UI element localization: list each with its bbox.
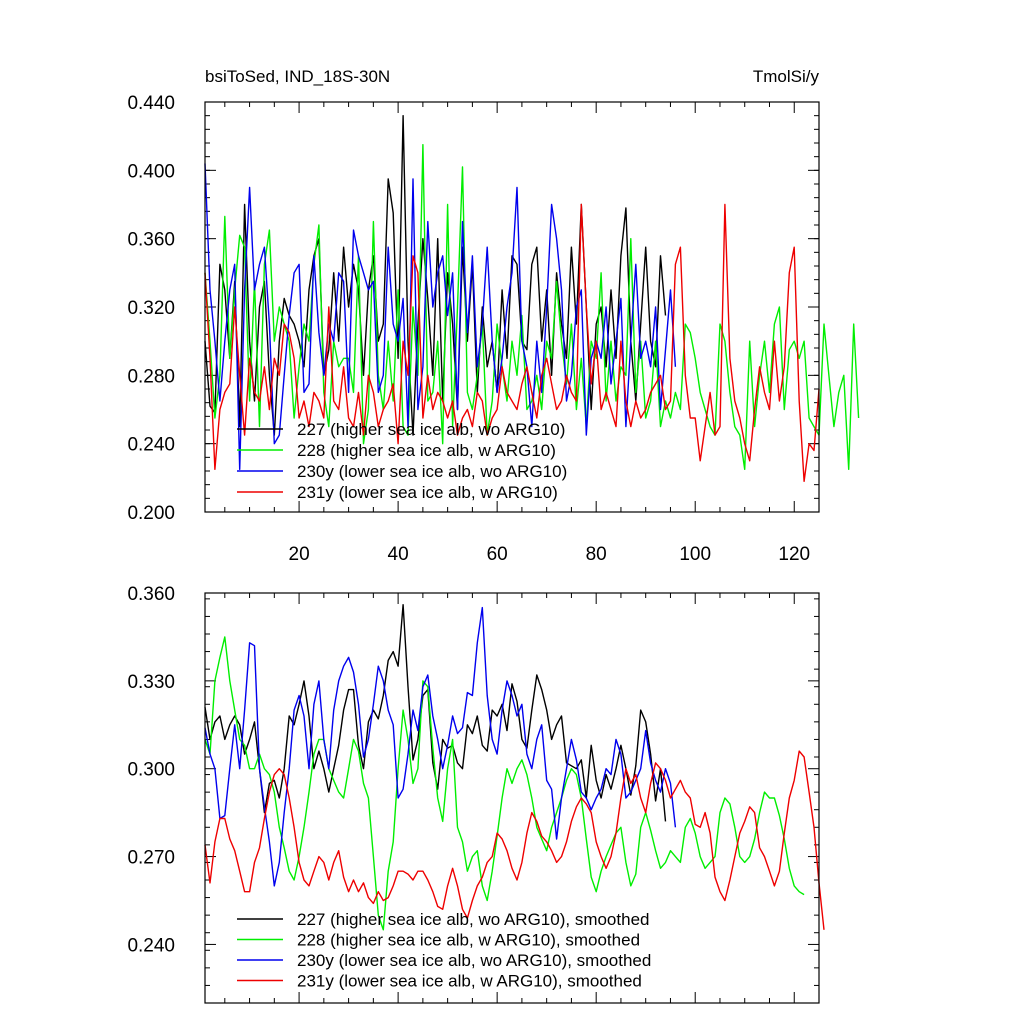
y-tick-label: 0.280 (127, 366, 175, 387)
bottom-panel-frame (204, 592, 820, 1004)
x-tick-label: 80 (586, 544, 607, 565)
bottom-panel-series (204, 604, 825, 931)
legend-label-2: 230y (lower sea ice alb, wo ARG10) (297, 462, 567, 481)
top-panel-title: bsiToSed, IND_18S-30N (205, 67, 390, 86)
y-tick-label: 0.360 (127, 584, 175, 605)
legend-label-1: 228 (higher sea ice alb, w ARG10) (297, 441, 556, 460)
bottom-panel-legend: 227 (higher sea ice alb, wo ARG10), smoo… (237, 910, 651, 991)
top-panel-series (204, 114, 860, 482)
y-tick-label: 0.270 (127, 848, 175, 869)
top-panel-units: TmolSi/y (753, 67, 820, 86)
top-panel-x-tick-labels: 20 40 60 80 100 120 (289, 544, 811, 565)
y-tick-label: 0.330 (127, 672, 175, 693)
x-tick-label: 120 (778, 544, 810, 565)
x-tick-label: 100 (679, 544, 711, 565)
y-tick-label: 0.360 (127, 230, 175, 251)
top-panel-y-tick-labels: 0.200 0.240 0.280 0.320 0.360 0.400 0.440 (127, 93, 175, 524)
legend-label-2: 230y (lower sea ice alb, wo ARG10), smoo… (297, 951, 651, 970)
legend-label-0: 227 (higher sea ice alb, wo ARG10), smoo… (297, 910, 649, 929)
series-line-3 (204, 750, 825, 930)
legend-label-1: 228 (higher sea ice alb, w ARG10), smoot… (297, 931, 640, 950)
x-tick-label: 60 (487, 544, 508, 565)
top-panel-frame (204, 101, 820, 513)
legend-label-3: 231y (lower sea ice alb, w ARG10), smoot… (297, 972, 642, 991)
legend-label-3: 231y (lower sea ice alb, w ARG10) (297, 483, 558, 502)
top-panel: bsiToSed, IND_18S-30N TmolSi/y 0.200 0.24… (127, 67, 860, 565)
y-tick-label: 0.240 (127, 935, 175, 956)
y-tick-label: 0.400 (127, 161, 175, 182)
x-tick-label: 20 (289, 544, 310, 565)
series-line-1 (204, 636, 805, 931)
legend-label-0: 227 (higher sea ice alb, wo ARG10) (297, 420, 565, 439)
series-line-2 (204, 606, 677, 887)
bottom-panel-y-tick-labels: 0.240 0.270 0.300 0.330 0.360 (127, 584, 175, 956)
y-tick-label: 0.300 (127, 760, 175, 781)
y-tick-label: 0.200 (127, 503, 175, 524)
y-tick-label: 0.240 (127, 435, 175, 456)
y-tick-label: 0.320 (127, 298, 175, 319)
y-tick-label: 0.440 (127, 93, 175, 114)
series-line-3 (204, 203, 820, 482)
top-panel-legend: 227 (higher sea ice alb, wo ARG10) 228 (h… (237, 420, 567, 502)
series-line-0 (204, 114, 667, 436)
bottom-panel: 0.240 0.270 0.300 0.330 0.360 227 (higher se… (127, 584, 825, 1004)
x-tick-label: 40 (388, 544, 409, 565)
